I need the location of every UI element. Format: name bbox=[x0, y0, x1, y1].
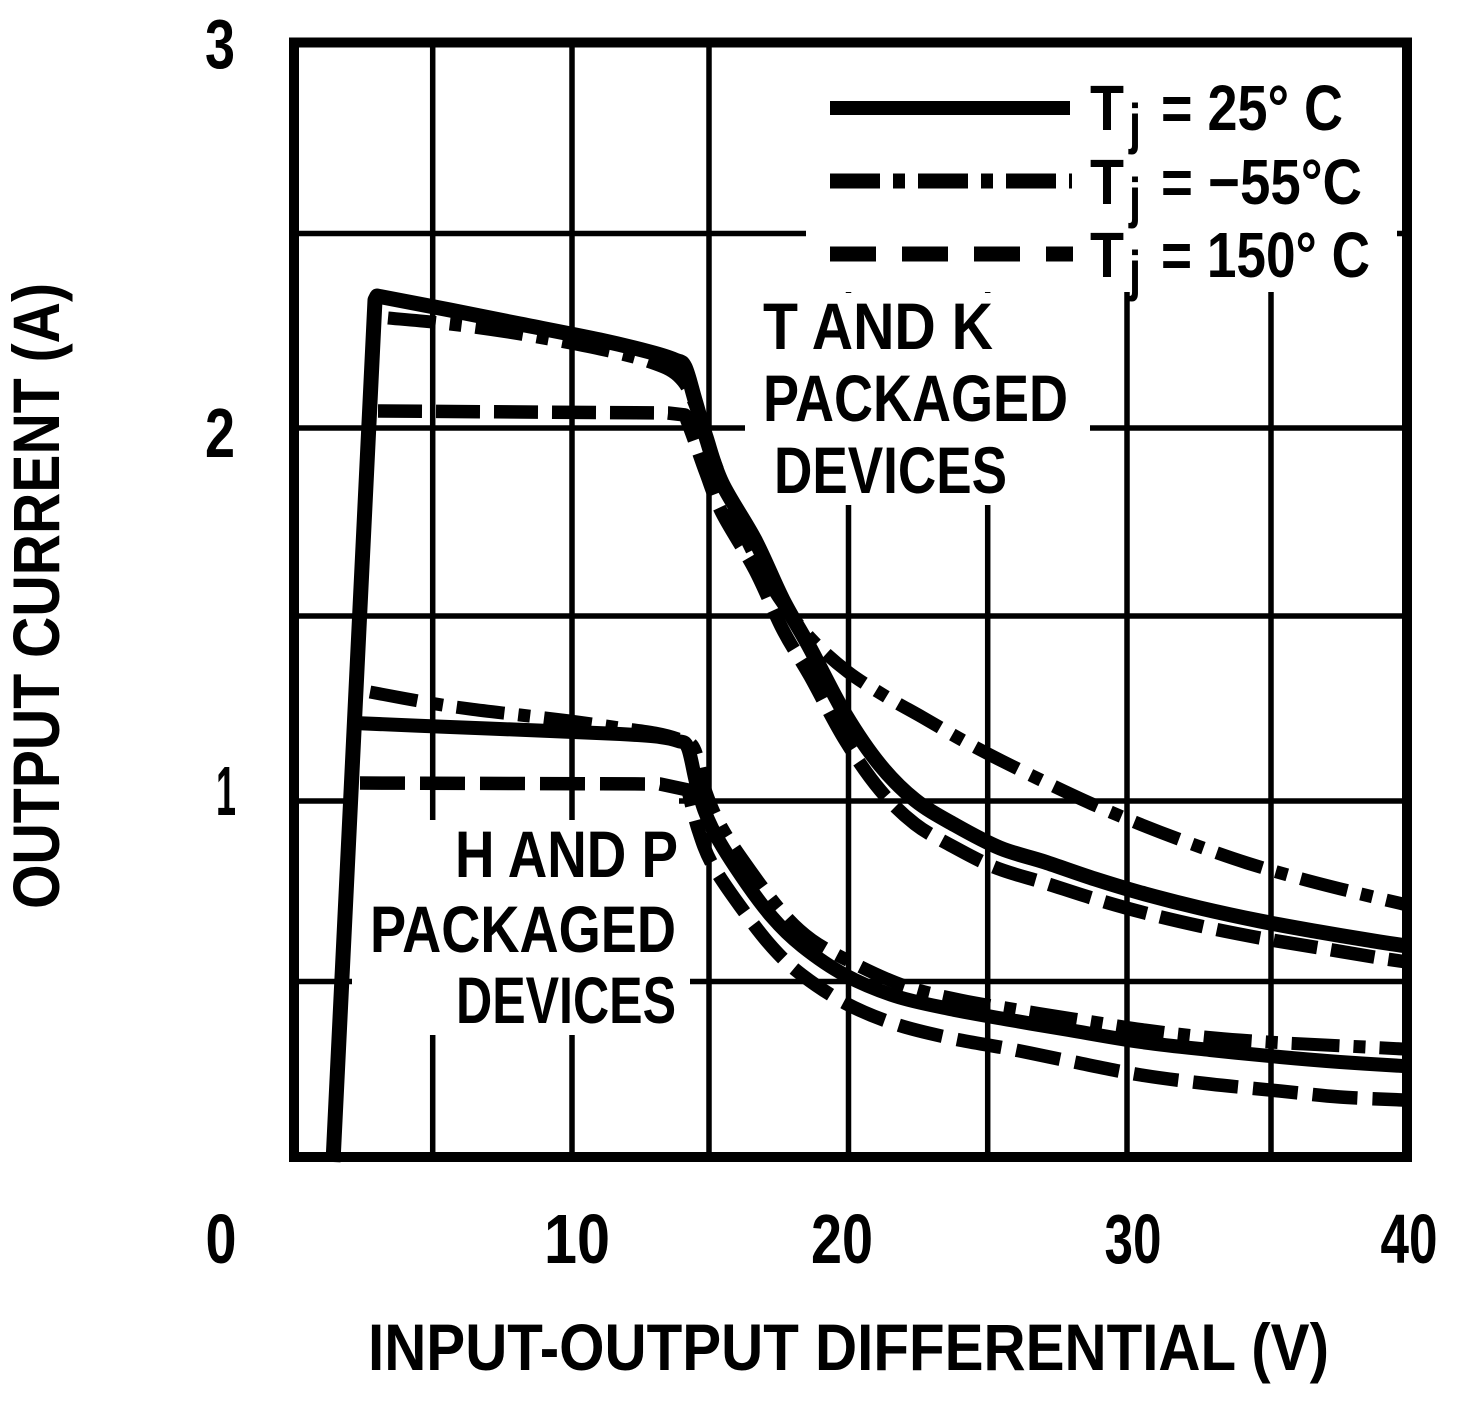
svg-text:= 150° C: = 150° C bbox=[1161, 219, 1370, 291]
svg-text:0: 0 bbox=[206, 1200, 237, 1278]
svg-text:3: 3 bbox=[205, 5, 235, 83]
svg-text:T: T bbox=[1090, 72, 1124, 144]
svg-text:PACKAGED: PACKAGED bbox=[370, 892, 676, 966]
svg-text:T: T bbox=[1090, 219, 1124, 291]
svg-text:1: 1 bbox=[216, 752, 236, 830]
svg-text:OUTPUT CURRENT (A): OUTPUT CURRENT (A) bbox=[0, 283, 73, 909]
svg-text:j: j bbox=[1128, 92, 1141, 155]
svg-text:40: 40 bbox=[1381, 1200, 1438, 1278]
svg-text:j: j bbox=[1128, 166, 1141, 229]
svg-text:PACKAGED: PACKAGED bbox=[763, 361, 1068, 435]
svg-text:DEVICES: DEVICES bbox=[456, 963, 676, 1037]
svg-text:= 25° C: = 25° C bbox=[1161, 72, 1343, 144]
svg-text:T: T bbox=[1090, 146, 1124, 218]
svg-text:2: 2 bbox=[205, 394, 235, 472]
svg-text:j: j bbox=[1128, 239, 1141, 302]
svg-text:INPUT-OUTPUT DIFFERENTIAL (V): INPUT-OUTPUT DIFFERENTIAL (V) bbox=[368, 1310, 1329, 1384]
svg-text:= −55°C: = −55°C bbox=[1161, 146, 1362, 218]
svg-text:20: 20 bbox=[811, 1200, 873, 1278]
svg-text:30: 30 bbox=[1105, 1200, 1162, 1278]
svg-text:T AND K: T AND K bbox=[763, 289, 993, 363]
svg-text:H AND P: H AND P bbox=[455, 817, 678, 891]
svg-text:10: 10 bbox=[544, 1200, 610, 1278]
svg-text:DEVICES: DEVICES bbox=[774, 433, 1007, 507]
